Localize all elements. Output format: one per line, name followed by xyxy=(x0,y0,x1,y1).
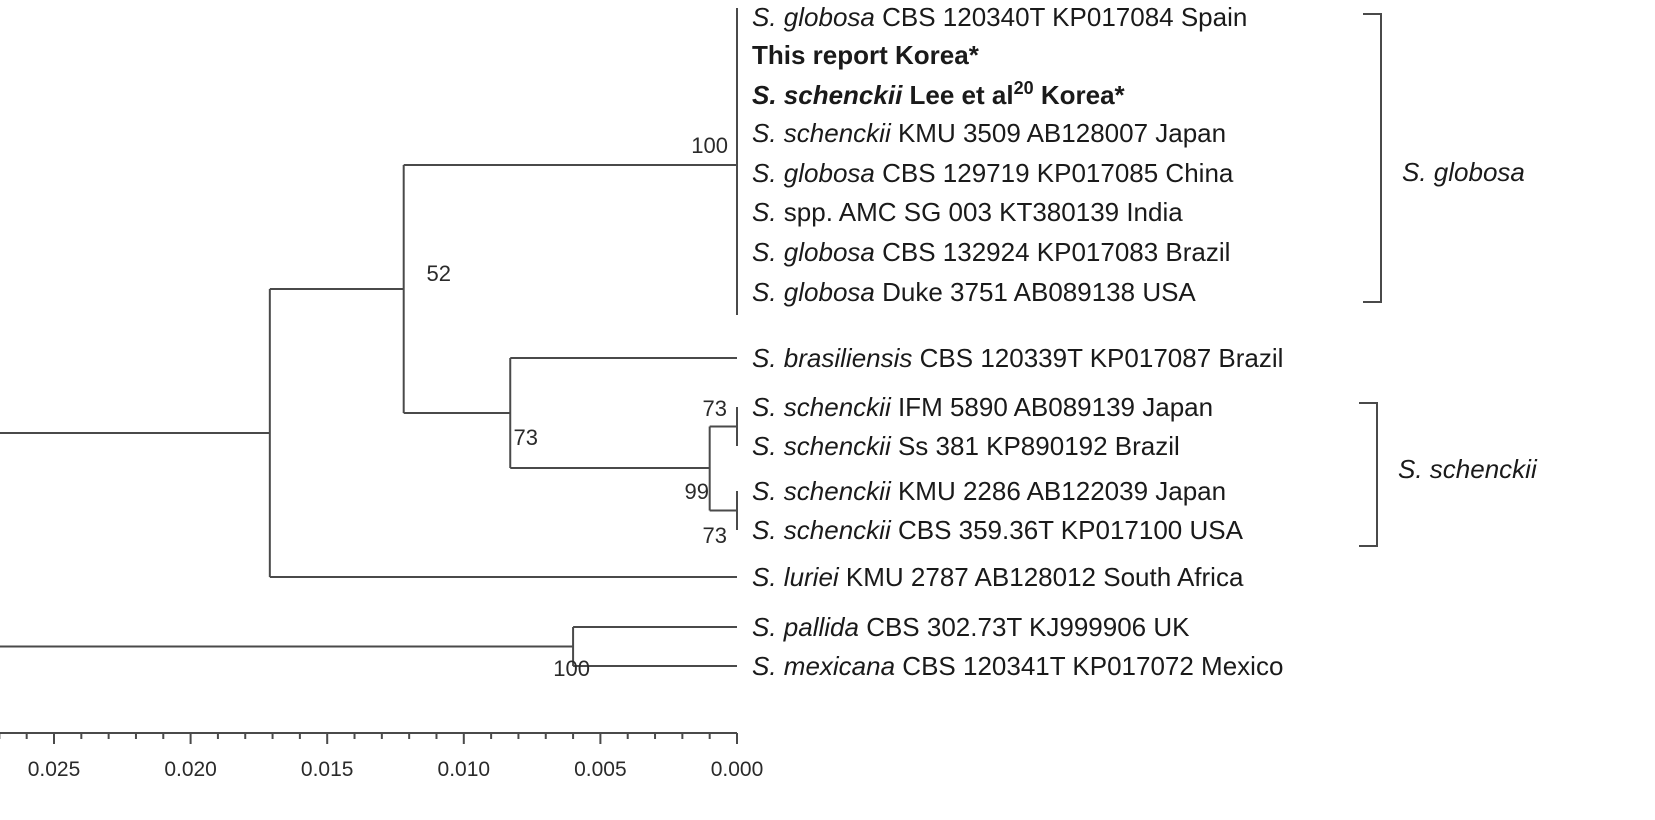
bootstrap-ss_all: 99 xyxy=(685,479,709,504)
tick-label: 0.020 xyxy=(164,758,217,781)
taxon-species: S. luriei xyxy=(752,562,840,592)
taxon-label-t8: S. globosa Duke 3751 AB089138 USA xyxy=(752,277,1196,307)
taxon-label-t3: S. schenckii Lee et al20 Korea* xyxy=(752,78,1126,110)
tick-label: 0.000 xyxy=(711,758,764,781)
taxon-strain: This report Korea* xyxy=(752,40,980,70)
bootstrap-glob_bras: 52 xyxy=(427,261,451,286)
bootstrap-values: 100 73 73 99 73 52 100 xyxy=(427,133,728,681)
taxon-species: S. schenckii xyxy=(752,515,892,545)
reference-superscript: 20 xyxy=(1014,78,1034,98)
tick-label: 0.025 xyxy=(28,758,81,781)
clade-label-1: S. schenckii xyxy=(1398,454,1538,484)
taxon-species: S. schenckii xyxy=(752,476,892,506)
taxon-strain: CBS 129719 KP017085 China xyxy=(875,158,1234,188)
taxon-label-t2: This report Korea* xyxy=(752,40,980,70)
tick-label: 0.010 xyxy=(438,758,491,781)
taxon-strain: KMU 2787 AB128012 South Africa xyxy=(839,562,1244,592)
bootstrap-globosa: 100 xyxy=(691,133,728,158)
bootstrap-ss_b: 73 xyxy=(703,523,727,548)
taxon-strain: CBS 359.36T KP017100 USA xyxy=(891,515,1244,545)
taxon-label-t9: S. brasiliensis CBS 120339T KP017087 Bra… xyxy=(752,343,1283,373)
taxon-strain: CBS 120339T KP017087 Brazil xyxy=(912,343,1283,373)
taxon-label-t6: S. spp. AMC SG 003 KT380139 India xyxy=(752,197,1183,227)
taxon-species: S. schenckii xyxy=(752,392,892,422)
taxon-species: S. globosa xyxy=(752,277,875,307)
taxon-label-t5: S. globosa CBS 129719 KP017085 China xyxy=(752,158,1234,188)
taxon-species: S. schenckii xyxy=(752,431,892,461)
taxon-species: S. xyxy=(752,197,777,227)
taxon-label-t14: S. luriei KMU 2787 AB128012 South Africa xyxy=(752,562,1244,592)
taxon-strain: CBS 120341T KP017072 Mexico xyxy=(895,651,1283,681)
taxon-species: S. mexicana xyxy=(752,651,895,681)
taxon-strain: CBS 132924 KP017083 Brazil xyxy=(875,237,1231,267)
taxon-country: Korea* xyxy=(1034,80,1126,110)
bootstrap-bras_ss: 73 xyxy=(514,425,538,450)
taxon-strain: spp. AMC SG 003 KT380139 India xyxy=(777,197,1184,227)
taxon-strain: Ss 381 KP890192 Brazil xyxy=(891,431,1180,461)
tree-branches xyxy=(0,8,738,667)
taxon-species: S. globosa xyxy=(752,158,875,188)
bootstrap-pal_mex: 100 xyxy=(553,656,590,681)
bootstrap-ss_a: 73 xyxy=(703,396,727,421)
taxon-label-t10: S. schenckii IFM 5890 AB089139 Japan xyxy=(752,392,1213,422)
taxon-strain: KMU 2286 AB122039 Japan xyxy=(891,476,1226,506)
taxon-label-t11: S. schenckii Ss 381 KP890192 Brazil xyxy=(752,431,1180,461)
clade-bracket-1 xyxy=(1359,402,1378,547)
taxon-label-t15: S. pallida CBS 302.73T KJ999906 UK xyxy=(752,612,1190,642)
taxon-species: S. schenckii xyxy=(752,80,903,110)
taxon-strain: Duke 3751 AB089138 USA xyxy=(875,277,1197,307)
taxon-label-t16: S. mexicana CBS 120341T KP017072 Mexico xyxy=(752,651,1283,681)
clade-brackets: S. globosa S. schenckii xyxy=(1359,13,1538,547)
clade-label-0: S. globosa xyxy=(1402,157,1525,187)
taxon-species: S. pallida xyxy=(752,612,859,642)
taxon-label-t1: S. globosa CBS 120340T KP017084 Spain xyxy=(752,2,1247,32)
taxon-strain: CBS 302.73T KJ999906 UK xyxy=(859,612,1190,642)
taxon-label-t7: S. globosa CBS 132924 KP017083 Brazil xyxy=(752,237,1230,267)
taxon-species: S. brasiliensis xyxy=(752,343,912,373)
taxon-strain: CBS 120340T KP017084 Spain xyxy=(875,2,1247,32)
taxon-species: S. schenckii xyxy=(752,118,892,148)
taxon-label-t12: S. schenckii KMU 2286 AB122039 Japan xyxy=(752,476,1226,506)
tick-label: 0.015 xyxy=(301,758,354,781)
taxon-label-t4: S. schenckii KMU 3509 AB128007 Japan xyxy=(752,118,1226,148)
taxon-strain: KMU 3509 AB128007 Japan xyxy=(891,118,1226,148)
taxon-species: S. globosa xyxy=(752,237,875,267)
taxon-label-t13: S. schenckii CBS 359.36T KP017100 USA xyxy=(752,515,1244,545)
taxon-labels: S. globosa CBS 120340T KP017084 Spain Thi… xyxy=(752,2,1283,681)
taxon-strain: IFM 5890 AB089139 Japan xyxy=(891,392,1213,422)
clade-bracket-0 xyxy=(1363,13,1382,303)
taxon-species: S. globosa xyxy=(752,2,875,32)
tick-label: 0.005 xyxy=(574,758,627,781)
taxon-strain: Lee et al xyxy=(902,80,1013,110)
